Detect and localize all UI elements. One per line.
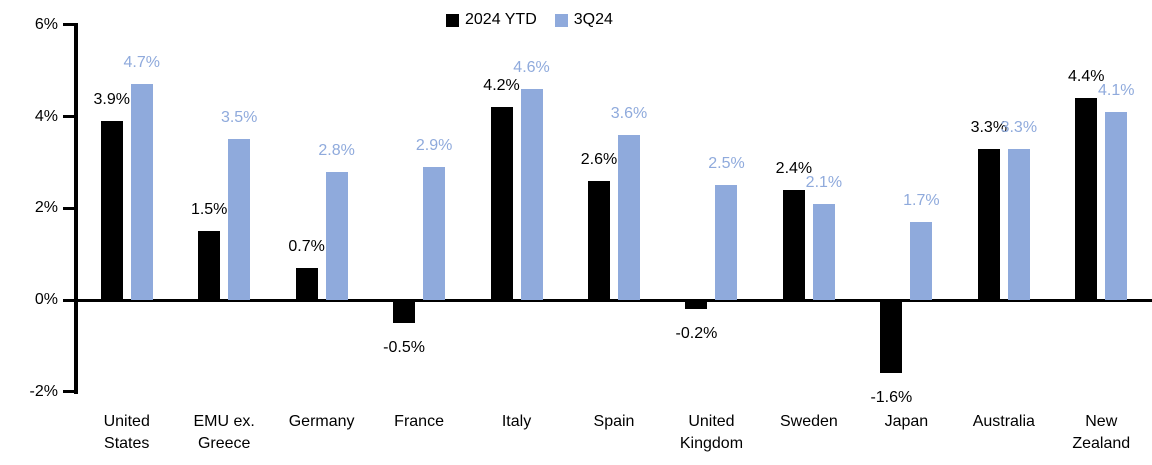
bar-2024-ytd-united-kingdom [685, 300, 708, 310]
x-axis-label-australia: Australia [972, 413, 1035, 430]
data-label-2024-ytd-united-states: 3.9% [93, 91, 130, 109]
y-axis-tick-4 [63, 115, 74, 118]
data-label-2024-ytd-sweden: 2.4% [775, 159, 813, 177]
y-axis-tick-0 [63, 298, 74, 302]
data-label-2024-ytd-australia: 3.3% [970, 118, 1008, 136]
y-axis-tick-2 [63, 206, 74, 210]
bar-2024-ytd-australia [977, 148, 1000, 300]
bar-2024-ytd-france [393, 300, 416, 323]
data-label-2024-ytd-new-zealand: 4.4% [1068, 68, 1105, 86]
data-label-2024-ytd-emu-ex-greece: 1.5% [190, 201, 228, 219]
data-label-3q24-united-states: 4.7% [123, 54, 160, 72]
bar-3q24-france [423, 166, 446, 300]
bar-2024-ytd-italy [490, 107, 513, 300]
bar-3q24-spain [618, 134, 640, 300]
data-label-2024-ytd-united-kingdom: -0.2% [675, 325, 718, 343]
bar-3q24-united-kingdom [715, 185, 738, 300]
data-label-3q24-emu-ex-greece: 3.5% [220, 109, 258, 127]
data-label-3q24-new-zealand: 4.1% [1098, 81, 1135, 99]
x-axis-label-italy: Italy [501, 413, 532, 430]
y-axis-tick-6 [63, 23, 74, 27]
data-label-3q24-italy: 4.6% [513, 58, 550, 76]
bar-3q24-united-states [130, 84, 153, 300]
data-label-3q24-australia: 3.3% [1000, 118, 1038, 136]
bar-2024-ytd-united-states [100, 121, 123, 300]
data-label-3q24-germany: 2.8% [318, 141, 355, 159]
x-axis-zero-line [74, 298, 1152, 302]
bar-3q24-new-zealand [1105, 111, 1128, 300]
x-axis-label-sweden: Sweden [779, 413, 838, 430]
legend-item-3q24: 3Q24 [554, 10, 613, 30]
y-axis-tick-label-2: 2% [34, 199, 58, 217]
legend-label-3q24: 3Q24 [573, 11, 613, 28]
data-label-3q24-spain: 3.6% [610, 104, 648, 122]
bar-3q24-germany [325, 171, 348, 300]
x-axis-label-spain: Spain [593, 413, 635, 430]
data-label-2024-ytd-japan: -1.6% [870, 389, 913, 407]
bar-2024-ytd-sweden [782, 189, 805, 300]
bar-3q24-sweden [812, 203, 835, 300]
chart-legend: 2024 YTD 3Q24 [446, 10, 613, 30]
y-axis-tick-2 [63, 390, 74, 394]
legend-item-2024-ytd: 2024 YTD [446, 10, 537, 30]
bar-2024-ytd-germany [295, 267, 318, 300]
x-axis-label-new-zealand: New Zealand [1072, 413, 1131, 452]
data-label-2024-ytd-france: -0.5% [383, 338, 425, 356]
x-axis-label-united-states: United States [103, 413, 150, 452]
bar-2024-ytd-spain [588, 180, 610, 300]
bar-3q24-japan [910, 222, 933, 300]
y-axis-tick-label-6: 6% [34, 15, 58, 33]
y-axis-line [74, 23, 78, 394]
bar-3q24-australia [1007, 148, 1030, 300]
bar-3q24-italy [520, 88, 543, 300]
legend-swatch-3q24 [554, 13, 568, 27]
x-axis-label-germany: Germany [288, 413, 355, 430]
data-label-2024-ytd-italy: 4.2% [483, 77, 520, 95]
data-label-2024-ytd-spain: 2.6% [580, 150, 618, 168]
x-axis-label-france: France [394, 413, 444, 430]
data-label-3q24-france: 2.9% [415, 136, 453, 154]
x-axis-label-united-kingdom: United Kingdom [679, 413, 744, 452]
data-label-3q24-united-kingdom: 2.5% [708, 155, 745, 173]
data-label-3q24-japan: 1.7% [903, 192, 940, 209]
bar-2024-ytd-emu-ex-greece [198, 231, 221, 300]
legend-swatch-2024-ytd [446, 13, 459, 27]
legend-label-2024-ytd: 2024 YTD [465, 11, 537, 28]
data-label-2024-ytd-germany: 0.7% [288, 237, 325, 255]
x-axis-label-emu-ex-greece: EMU ex. Greece [193, 413, 255, 452]
bar-3q24-emu-ex-greece [228, 139, 251, 300]
data-label-3q24-sweden: 2.1% [805, 173, 843, 191]
bar-2024-ytd-new-zealand [1075, 98, 1098, 300]
x-axis-label-japan: Japan [884, 413, 929, 430]
y-axis-tick-label-0: 0% [34, 291, 58, 308]
y-axis-tick-label-2: -2% [29, 382, 58, 400]
bar-2024-ytd-japan [880, 300, 903, 374]
y-axis-tick-label-4: 4% [34, 107, 58, 125]
